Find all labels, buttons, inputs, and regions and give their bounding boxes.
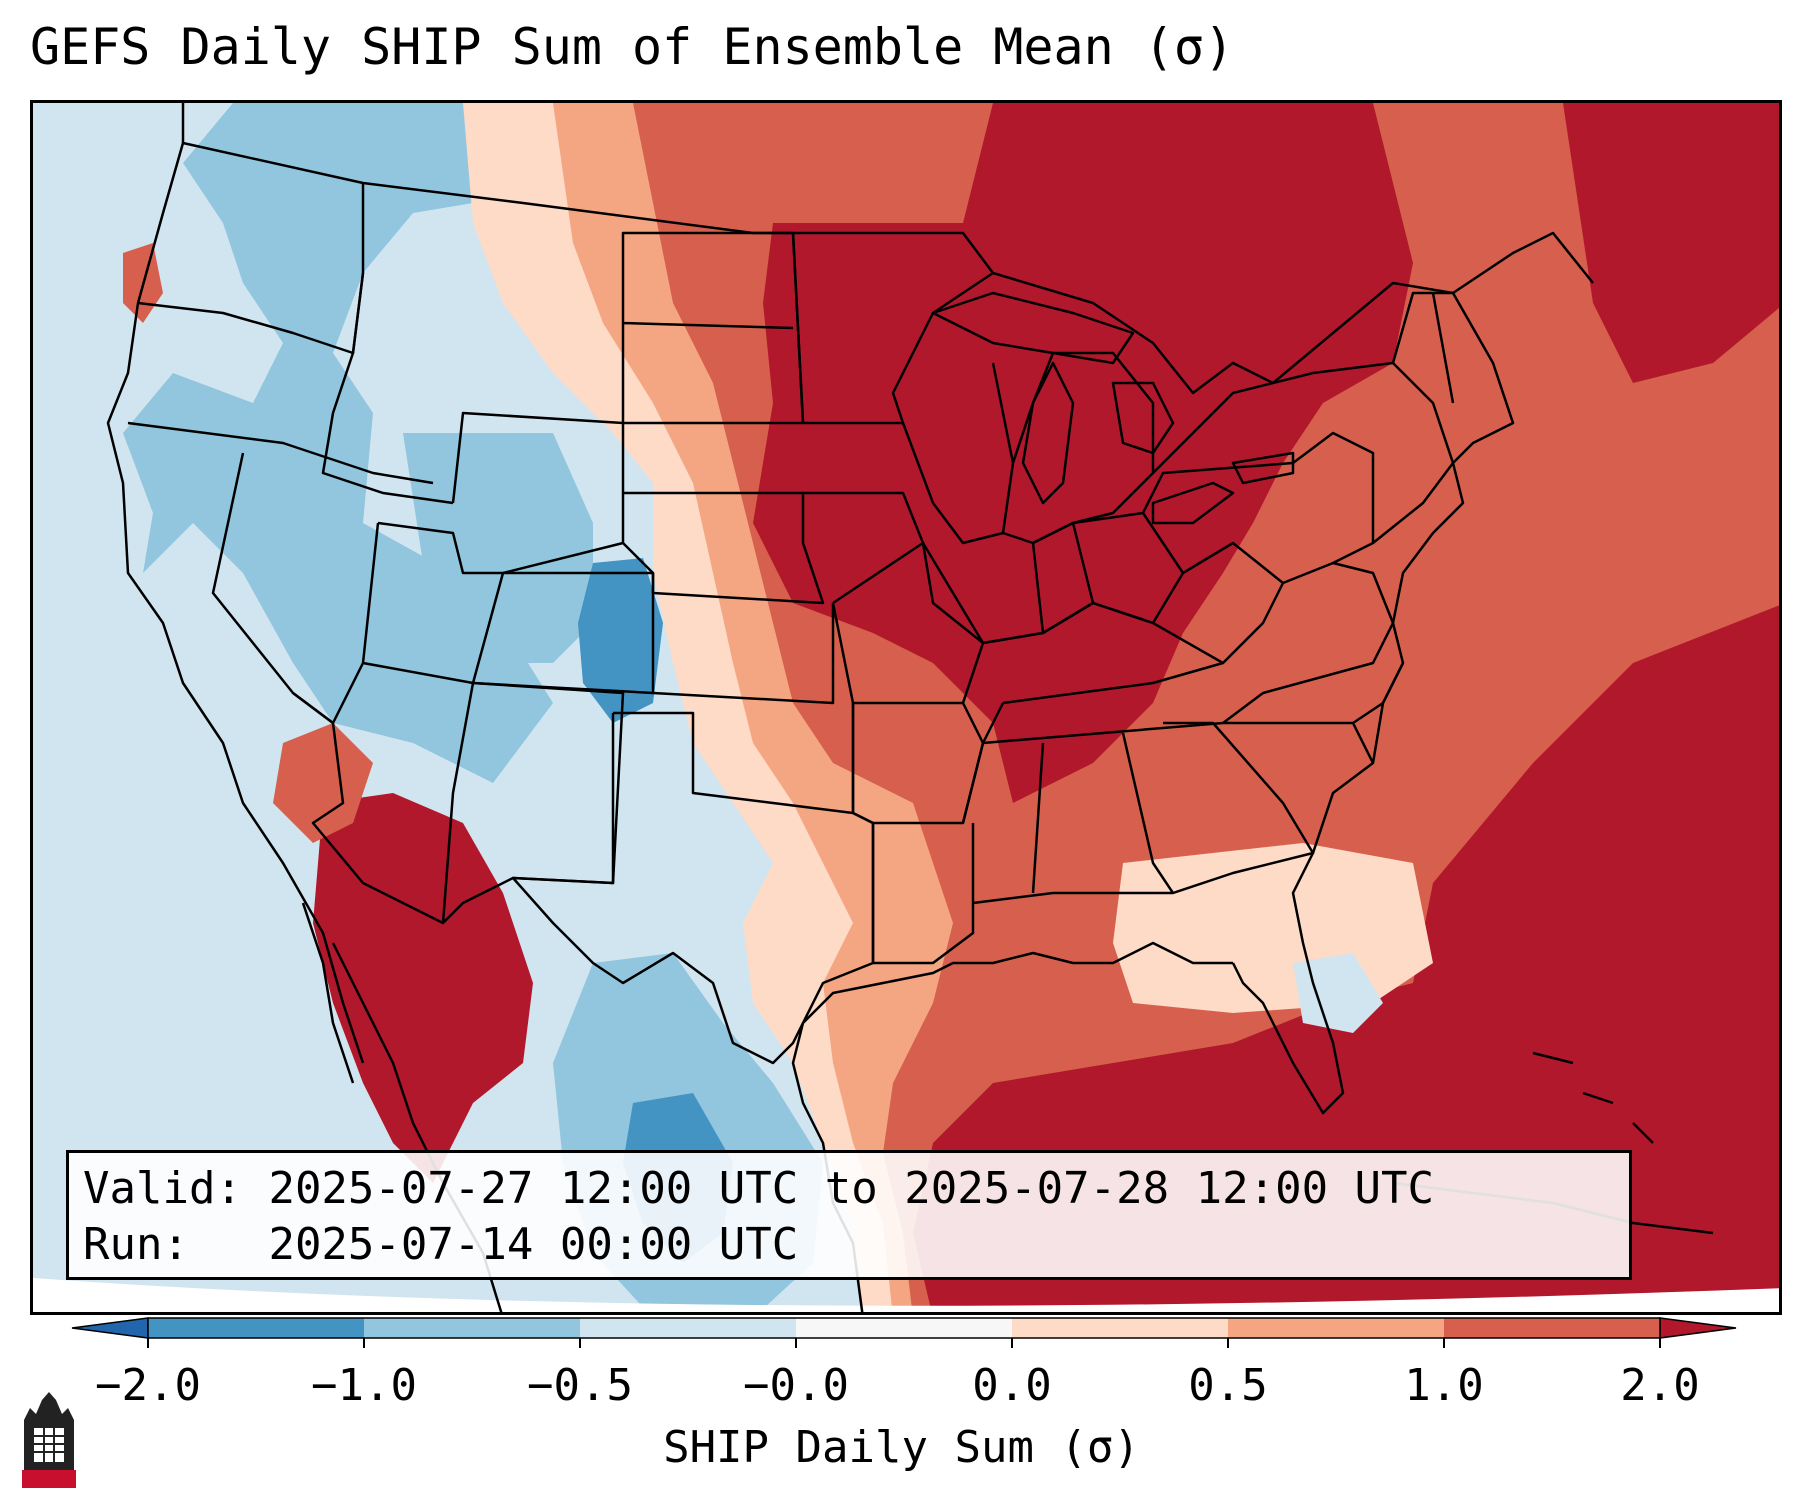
border-la [871,823,975,965]
field-positive-southwest [313,793,533,1183]
run-label: Run: [83,1219,189,1270]
colorbar: −2.0 −1.0 −0.5 −0.0 0.0 0.5 1.0 2.0 [71,1317,1737,1411]
border-mn [791,232,994,425]
coastline-east [1231,462,1465,1115]
island-bahamas [1532,1051,1654,1144]
colorbar-bin [580,1318,796,1338]
field-slight-positive-southeast [1113,843,1433,1013]
colorbar-bin [1228,1318,1444,1338]
colorbar-tick-label: 0.0 [972,1360,1051,1411]
field-negative-core [578,558,663,723]
border-az [292,682,475,925]
map-panel [30,100,1782,1315]
border-mo [831,542,985,705]
field-negative-rockies [403,433,593,663]
field-negative-northwest [123,103,553,783]
border-new-england [1391,291,1515,464]
colorbar-tick-label: 1.0 [1404,1360,1483,1411]
border-us-canada [181,103,1594,395]
border-ky-tn [981,601,1264,745]
colorbar-extend-over [1659,1317,1737,1339]
lake-huron [1111,381,1175,455]
field-moderate-positive-southwest [273,723,373,843]
colorbar-tick-label: −1.0 [311,1360,417,1411]
projection-edge [33,1278,1779,1312]
border-mi [1011,351,1155,545]
border-ms-al-ga [961,721,1315,905]
valid-time-range: 2025-07-27 12:00 UTC to 2025-07-28 12:00… [268,1163,1435,1214]
colorbar-tick-label: 2.0 [1620,1360,1699,1411]
lake-superior [931,291,1135,365]
border-tx [511,713,875,1065]
colorbar-extend-under [71,1317,149,1339]
field-strong-positive-northeast [1563,103,1779,383]
border-kansas [652,603,835,705]
colorbar-tick-label: −0.0 [743,1360,849,1411]
border-utah [362,521,505,685]
lake-erie [1151,481,1235,525]
border-ar [851,702,985,825]
map-title: GEFS Daily SHIP Sum of Ensemble Mean (σ) [30,18,1235,76]
anomaly-map [33,103,1779,1312]
field-strong-positive-midwest [753,103,1413,803]
colorbar-tick-label: −2.0 [95,1360,201,1411]
colorbar-bin [364,1318,580,1338]
colorbar-bin [148,1318,364,1338]
colorbar-bin [1444,1318,1660,1338]
colorbar-bin [1012,1318,1228,1338]
border-ia [803,491,925,605]
colorbar-label: SHIP Daily Sum (σ) [663,1422,1140,1473]
border-idaho [321,183,454,505]
field-southeast-blue [1293,953,1383,1033]
colorbar-outline [147,1317,1661,1339]
border-va-wv [1182,541,1395,664]
coastline-west [106,142,365,1064]
valid-run-info-box: Valid: 2025-07-27 12:00 UTC to 2025-07-2… [66,1150,1632,1280]
lake-michigan [1021,361,1075,505]
colorbar-tick-label: 0.5 [1188,1360,1267,1411]
lake-ontario [1231,451,1295,485]
border-or-ca [127,421,434,485]
colorbar-bin [796,1318,1012,1338]
field-strong-positive-east [913,605,1779,1312]
colorbar-tick-label: −0.5 [527,1360,633,1411]
valid-label: Valid: [83,1163,242,1214]
border-pa-ny [1141,361,1455,565]
run-time: 2025-07-14 00:00 UTC [268,1219,799,1270]
niu-logo [22,1392,76,1488]
